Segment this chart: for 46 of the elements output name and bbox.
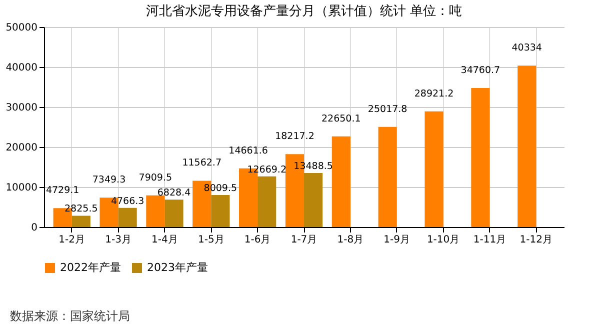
data-label: 22650.1 [321,113,361,124]
data-label: 40334 [512,42,542,54]
data-label: 11562.7 [182,158,222,169]
y-tick-label: 50000 [6,22,38,34]
x-tick-label: 1-3月 [105,234,132,246]
data-label: 14661.6 [228,145,268,156]
bar [518,66,536,227]
data-label: 2825.5 [64,204,98,215]
bar [258,176,276,227]
bar [146,195,165,227]
x-tick-label: 1-8月 [337,234,364,246]
chart-title: 河北省水泥专用设备产量分月（累计值）统计 单位：吨 [146,4,462,19]
y-tick-label: 10000 [6,182,38,194]
bar [72,216,90,227]
data-label: 7909.5 [138,172,172,184]
x-tick-label: 1-5月 [198,234,224,246]
x-tick-label: 1-11月 [473,234,506,246]
y-tick-label: 40000 [6,62,38,74]
y-tick-label: 20000 [6,142,38,154]
bar [424,111,444,227]
data-label: 18217.2 [275,131,314,142]
x-tick-label: 1-4月 [152,234,178,246]
legend-label: 2023年产量 [147,261,208,274]
source-note: 数据来源：国家统计局 [10,308,130,325]
bar [164,200,184,227]
data-label: 28921.2 [414,88,454,100]
y-tick-label: 0 [31,222,38,234]
bar [378,126,397,227]
bar [211,194,230,227]
x-tick-label: 1-12月 [520,234,552,246]
bar [304,173,323,227]
legend-label: 2022年产量 [60,261,121,274]
data-label: 34760.7 [460,64,500,76]
x-tick-label: 1-2月 [58,234,86,246]
x-tick-label: 1-9月 [384,234,410,246]
data-label: 25017.8 [368,104,408,115]
bar [118,208,137,227]
data-label: 4729.1 [46,185,80,196]
y-tick-label: 30000 [6,102,38,114]
x-tick-label: 1-7月 [290,234,318,246]
data-label: 7349.3 [92,174,126,186]
x-tick-label: 1-6月 [244,234,271,246]
data-label: 6828.4 [157,188,191,199]
x-tick-label: 1-10月 [426,234,460,246]
bar [332,136,350,227]
bar [471,88,490,227]
